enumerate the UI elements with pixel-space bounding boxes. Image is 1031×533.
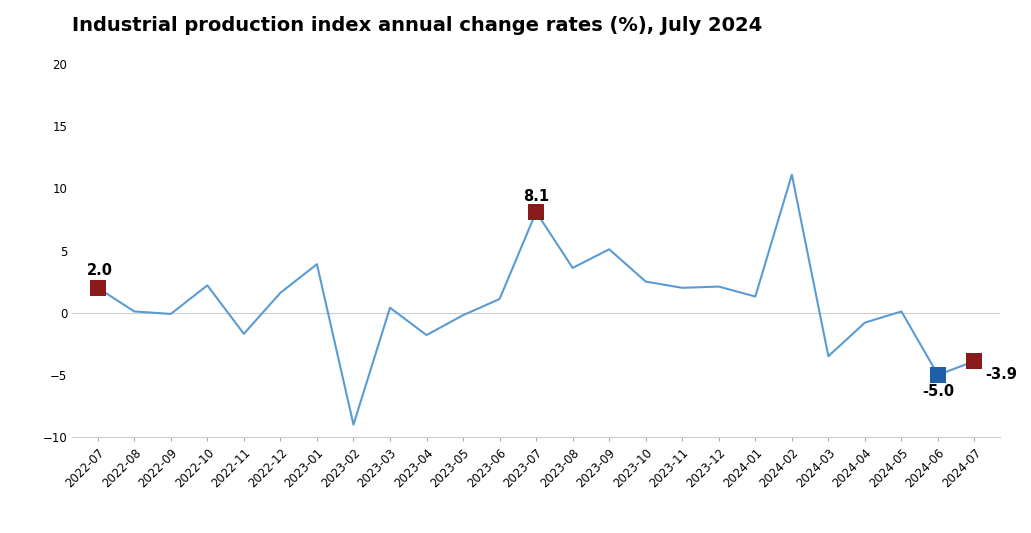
Text: Industrial production index annual change rates (%), July 2024: Industrial production index annual chang… (72, 16, 762, 35)
Text: -5.0: -5.0 (922, 384, 954, 399)
Text: -3.9: -3.9 (986, 367, 1018, 382)
Text: 8.1: 8.1 (523, 190, 550, 205)
Text: 2.0: 2.0 (87, 263, 112, 278)
